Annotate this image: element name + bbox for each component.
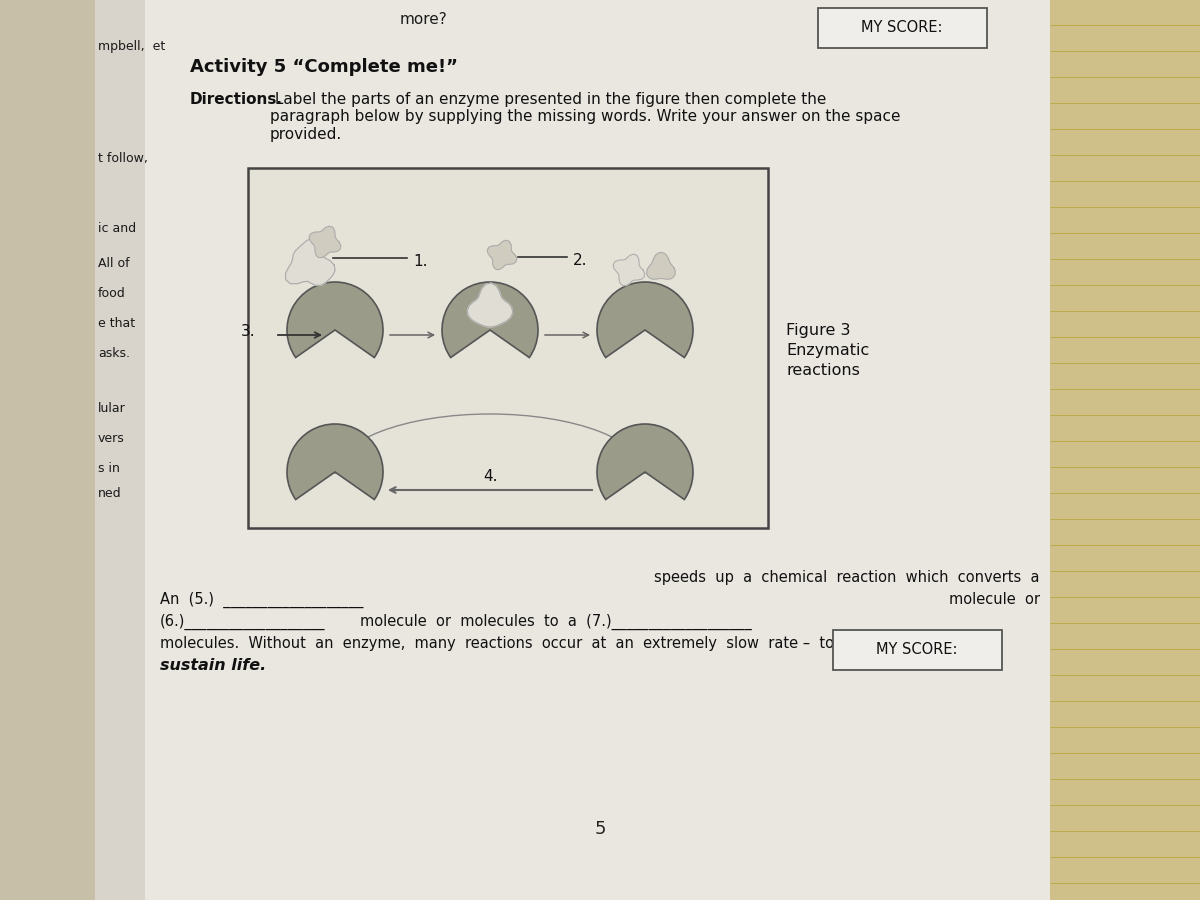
- Wedge shape: [287, 424, 383, 500]
- Wedge shape: [287, 282, 383, 357]
- Wedge shape: [598, 282, 692, 357]
- Text: 1.: 1.: [413, 254, 427, 269]
- Text: Label the parts of an enzyme presented in the figure then complete the
paragraph: Label the parts of an enzyme presented i…: [270, 92, 900, 142]
- Text: ned: ned: [98, 487, 121, 500]
- Text: Enzymatic: Enzymatic: [786, 343, 869, 358]
- Text: asks.: asks.: [98, 347, 130, 360]
- Text: sustain life.: sustain life.: [160, 658, 266, 673]
- Text: s in: s in: [98, 462, 120, 475]
- Text: Figure 3: Figure 3: [786, 323, 851, 338]
- Bar: [95, 0, 1050, 900]
- Text: MY SCORE:: MY SCORE:: [876, 643, 958, 658]
- Polygon shape: [487, 240, 517, 269]
- Text: Directions.: Directions.: [190, 92, 283, 107]
- Text: more?: more?: [400, 12, 448, 27]
- Polygon shape: [310, 226, 341, 257]
- Text: (6.)___________________: (6.)___________________: [160, 614, 325, 630]
- Text: An  (5.)  ___________________: An (5.) ___________________: [160, 592, 364, 608]
- Text: 2.: 2.: [574, 253, 588, 268]
- Text: Activity 5 “Complete me!”: Activity 5 “Complete me!”: [190, 58, 458, 76]
- Text: lular: lular: [98, 402, 126, 415]
- FancyBboxPatch shape: [833, 630, 1002, 670]
- Bar: [1050, 0, 1200, 900]
- Text: 3.: 3.: [240, 323, 256, 338]
- Text: 5: 5: [594, 820, 606, 838]
- FancyBboxPatch shape: [818, 8, 986, 48]
- Wedge shape: [598, 424, 692, 500]
- Polygon shape: [613, 254, 644, 285]
- Text: molecule  or: molecule or: [949, 592, 1040, 607]
- Text: vers: vers: [98, 432, 125, 445]
- Text: molecule  or  molecules  to  a  (7.)___________________: molecule or molecules to a (7.)_________…: [360, 614, 751, 630]
- Text: mpbell,  et: mpbell, et: [98, 40, 166, 53]
- Bar: [95, 0, 145, 900]
- Text: ic and: ic and: [98, 222, 136, 235]
- Polygon shape: [286, 238, 335, 285]
- Text: reactions: reactions: [786, 363, 860, 378]
- Text: speeds  up  a  chemical  reaction  which  converts  a: speeds up a chemical reaction which conv…: [654, 570, 1040, 585]
- Text: e that: e that: [98, 317, 136, 330]
- Text: t follow,: t follow,: [98, 152, 148, 165]
- Bar: [248, 168, 768, 528]
- Text: All of: All of: [98, 257, 130, 270]
- Polygon shape: [467, 284, 512, 327]
- Polygon shape: [647, 253, 676, 279]
- Wedge shape: [442, 282, 538, 357]
- Text: molecules.  Without  an  enzyme,  many  reactions  occur  at  an  extremely  slo: molecules. Without an enzyme, many react…: [160, 636, 908, 651]
- Text: food: food: [98, 287, 126, 300]
- Text: 4.: 4.: [482, 469, 497, 484]
- Text: MY SCORE:: MY SCORE:: [862, 21, 943, 35]
